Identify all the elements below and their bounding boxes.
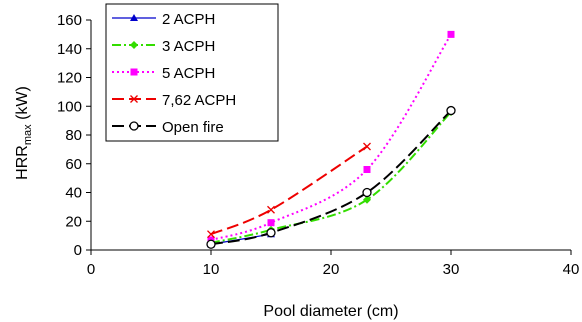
series-line (210, 109, 452, 246)
data-point (447, 30, 455, 38)
axes: 0 20 40 60 80 100 120 140 160 0 10 20 30 40 (57, 12, 579, 278)
data-point-stroke (207, 230, 215, 239)
legend-swatch-marker (129, 121, 139, 131)
legend-swatch-marker (130, 41, 138, 49)
y-axis-title-subscript: max (22, 124, 34, 145)
legend-swatch-marker (130, 14, 138, 21)
legend-swatch-marker-stroke (130, 95, 138, 103)
series-4 (206, 105, 456, 249)
legend-swatch-marker (130, 68, 138, 76)
y-axis-title: HRRmax (kW) (14, 86, 34, 180)
x-axis-title: Pool diameter (cm) (263, 303, 398, 320)
legend-label: 7,62 ACPH (162, 92, 236, 109)
data-point (446, 105, 456, 116)
data-point (267, 205, 275, 214)
legend-label: Open fire (162, 119, 224, 136)
x-tick-label: 40 (563, 261, 580, 278)
series-layer (206, 30, 456, 249)
data-point (266, 228, 276, 238)
data-point (363, 195, 371, 204)
legend-label: 3 ACPH (162, 38, 215, 55)
y-tick-label: 0 (74, 242, 82, 259)
x-tick-label: 20 (323, 261, 340, 278)
series-line (210, 145, 368, 236)
data-point (207, 230, 215, 239)
y-tick-label: 40 (65, 185, 82, 202)
data-point (362, 187, 372, 198)
data-point (363, 142, 371, 151)
series-line (210, 111, 452, 244)
y-tick-label: 140 (57, 41, 82, 58)
x-tick-label: 30 (443, 261, 460, 278)
y-axis-title-unit: (kW) (14, 86, 31, 124)
legend-label: 5 ACPH (162, 65, 215, 82)
legend: 2 ACPH 3 ACPH 5 ACPH 7,62 ACPH Open fire (105, 3, 279, 142)
y-tick-label: 120 (57, 70, 82, 87)
data-point-stroke (363, 142, 371, 151)
data-point (267, 219, 275, 227)
y-tick-label: 100 (57, 98, 82, 115)
data-point (206, 239, 216, 249)
legend-swatch-marker (130, 95, 138, 103)
y-tick-label: 160 (57, 12, 82, 29)
x-tick-label: 10 (203, 261, 220, 278)
data-point-stroke (267, 205, 275, 214)
y-tick-label: 80 (65, 127, 82, 144)
series-3 (207, 142, 371, 239)
series-line (210, 33, 452, 241)
data-point (363, 166, 371, 173)
legend-label: 2 ACPH (162, 11, 215, 28)
y-tick-label: 20 (65, 213, 82, 230)
y-tick-label: 60 (65, 156, 82, 173)
x-tick-label: 0 (87, 261, 95, 278)
